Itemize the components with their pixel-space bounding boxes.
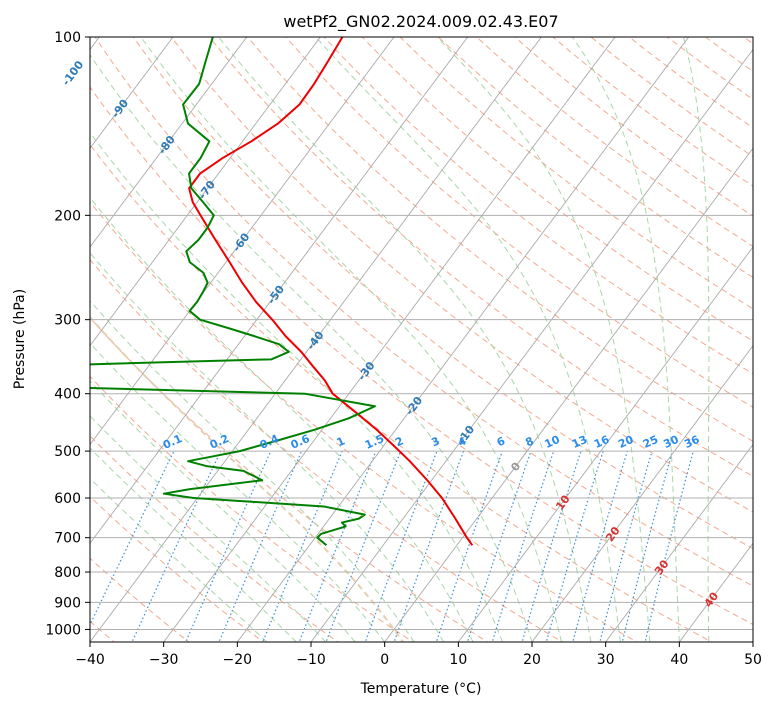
mixing-ratio-label: 20 bbox=[616, 433, 636, 451]
dry-adiabat-line bbox=[132, 37, 753, 550]
isotherm-line bbox=[310, 48, 753, 642]
x-tick-label: −30 bbox=[149, 652, 179, 668]
mixing-ratio-label: 36 bbox=[682, 433, 702, 451]
dry-adiabat-line bbox=[94, 37, 753, 587]
moist-adiabat-line bbox=[90, 380, 356, 642]
x-tick-label: 0 bbox=[380, 652, 389, 668]
dry-adiabat-line bbox=[90, 317, 489, 642]
isotherm-line bbox=[384, 147, 753, 642]
dry-adiabat-line bbox=[90, 143, 713, 642]
x-tick-label: 20 bbox=[523, 652, 541, 668]
moist-adiabat-line bbox=[572, 37, 680, 642]
x-tick-label: 40 bbox=[670, 652, 688, 668]
plot-frame bbox=[89, 36, 754, 643]
moist-adiabat-line bbox=[436, 37, 651, 642]
isotherm-line bbox=[163, 37, 616, 642]
mixing-ratio-line bbox=[545, 450, 604, 642]
y-axis-ticks: 1000 900 800 700 600 500 400 300 200 100 bbox=[45, 30, 90, 638]
moist-adiabat-line bbox=[90, 477, 268, 642]
moist-adiabat-line bbox=[315, 37, 621, 642]
dry-adiabat-line bbox=[170, 37, 753, 513]
isotherm-line bbox=[90, 37, 321, 347]
mixing-ratio-line bbox=[435, 450, 503, 642]
y-tick-label: 1000 bbox=[45, 622, 81, 638]
x-tick-label: 50 bbox=[744, 652, 762, 668]
moist-adiabat-line bbox=[90, 131, 503, 642]
x-axis-label: Temperature (°C) bbox=[360, 681, 482, 697]
dry-adiabats bbox=[90, 24, 775, 645]
temperature-profile-line bbox=[188, 37, 474, 546]
mixing-ratio-line bbox=[325, 450, 402, 642]
mixing-ratio-label: 10 bbox=[543, 433, 563, 451]
dry-adiabat-line bbox=[399, 37, 753, 310]
isotherm-label: -100 bbox=[59, 58, 86, 88]
dry-adiabat-line bbox=[208, 37, 753, 477]
x-tick-label: −20 bbox=[223, 652, 253, 668]
moist-adiabat-line bbox=[90, 342, 386, 642]
moist-adiabat-line bbox=[90, 415, 327, 642]
isotherm-line bbox=[531, 345, 753, 642]
isotherm-line bbox=[90, 37, 174, 150]
dewpoint-profile-line bbox=[90, 37, 376, 547]
moist-adiabat-line bbox=[90, 54, 533, 642]
mixing-ratio-line bbox=[621, 450, 674, 642]
mixing-ratio-line bbox=[521, 450, 582, 642]
mixing-ratio-label: 25 bbox=[641, 433, 660, 451]
y-tick-label: 300 bbox=[54, 313, 81, 329]
dry-adiabat-line bbox=[763, 24, 775, 645]
dry-adiabat-line bbox=[323, 37, 753, 375]
y-tick-label: 900 bbox=[54, 595, 81, 611]
moist-adiabat-line bbox=[218, 37, 592, 642]
plot-background bbox=[90, 37, 753, 642]
isotherm-line bbox=[605, 443, 753, 642]
mixing-ratio-line bbox=[298, 450, 377, 642]
isotherm-line bbox=[236, 37, 690, 642]
y-tick-label: 700 bbox=[54, 531, 81, 547]
x-tick-label: −40 bbox=[75, 652, 105, 668]
profile-series bbox=[90, 37, 474, 547]
mixing-ratio-line bbox=[364, 450, 438, 642]
y-axis-label: Pressure (hPa) bbox=[12, 289, 28, 389]
moist-adiabats bbox=[90, 37, 710, 642]
moist-adiabat-line bbox=[90, 252, 445, 642]
y-tick-label: 100 bbox=[54, 30, 81, 46]
mixing-ratio-label: 13 bbox=[570, 433, 589, 451]
isotherm-line bbox=[678, 542, 753, 642]
mixing-ratio-line bbox=[393, 450, 465, 642]
moist-adiabat-line bbox=[140, 37, 562, 642]
isotherm-line bbox=[457, 246, 753, 642]
y-tick-label: 600 bbox=[54, 491, 81, 507]
moist-adiabat-line bbox=[683, 37, 710, 642]
y-tick-label: 200 bbox=[54, 208, 81, 224]
isotherm-line bbox=[90, 37, 395, 446]
y-tick-label: 800 bbox=[54, 565, 81, 581]
mixing-ratio-line bbox=[491, 450, 555, 642]
y-tick-label: 500 bbox=[54, 444, 81, 460]
x-tick-label: 30 bbox=[597, 652, 615, 668]
x-tick-label: −10 bbox=[296, 652, 326, 668]
y-tick-label: 400 bbox=[54, 387, 81, 403]
mixing-ratio-line bbox=[644, 450, 694, 642]
mixing-ratio-line bbox=[599, 450, 653, 642]
isotherm-line bbox=[90, 37, 542, 642]
moist-adiabat-line bbox=[90, 300, 415, 642]
mixing-ratio-label: 16 bbox=[592, 433, 612, 451]
x-axis-ticks: −40 −30 −20 −10 0 10 20 30 40 50 bbox=[75, 642, 762, 668]
chart-title: wetPf2_GN02.2024.009.02.43.E07 bbox=[283, 12, 558, 32]
isotherm-line bbox=[90, 37, 469, 545]
mixing-ratio-line bbox=[572, 450, 628, 642]
x-tick-label: 10 bbox=[449, 652, 467, 668]
moist-adiabat-line bbox=[90, 447, 297, 642]
mixing-ratio-label: 30 bbox=[662, 433, 682, 451]
